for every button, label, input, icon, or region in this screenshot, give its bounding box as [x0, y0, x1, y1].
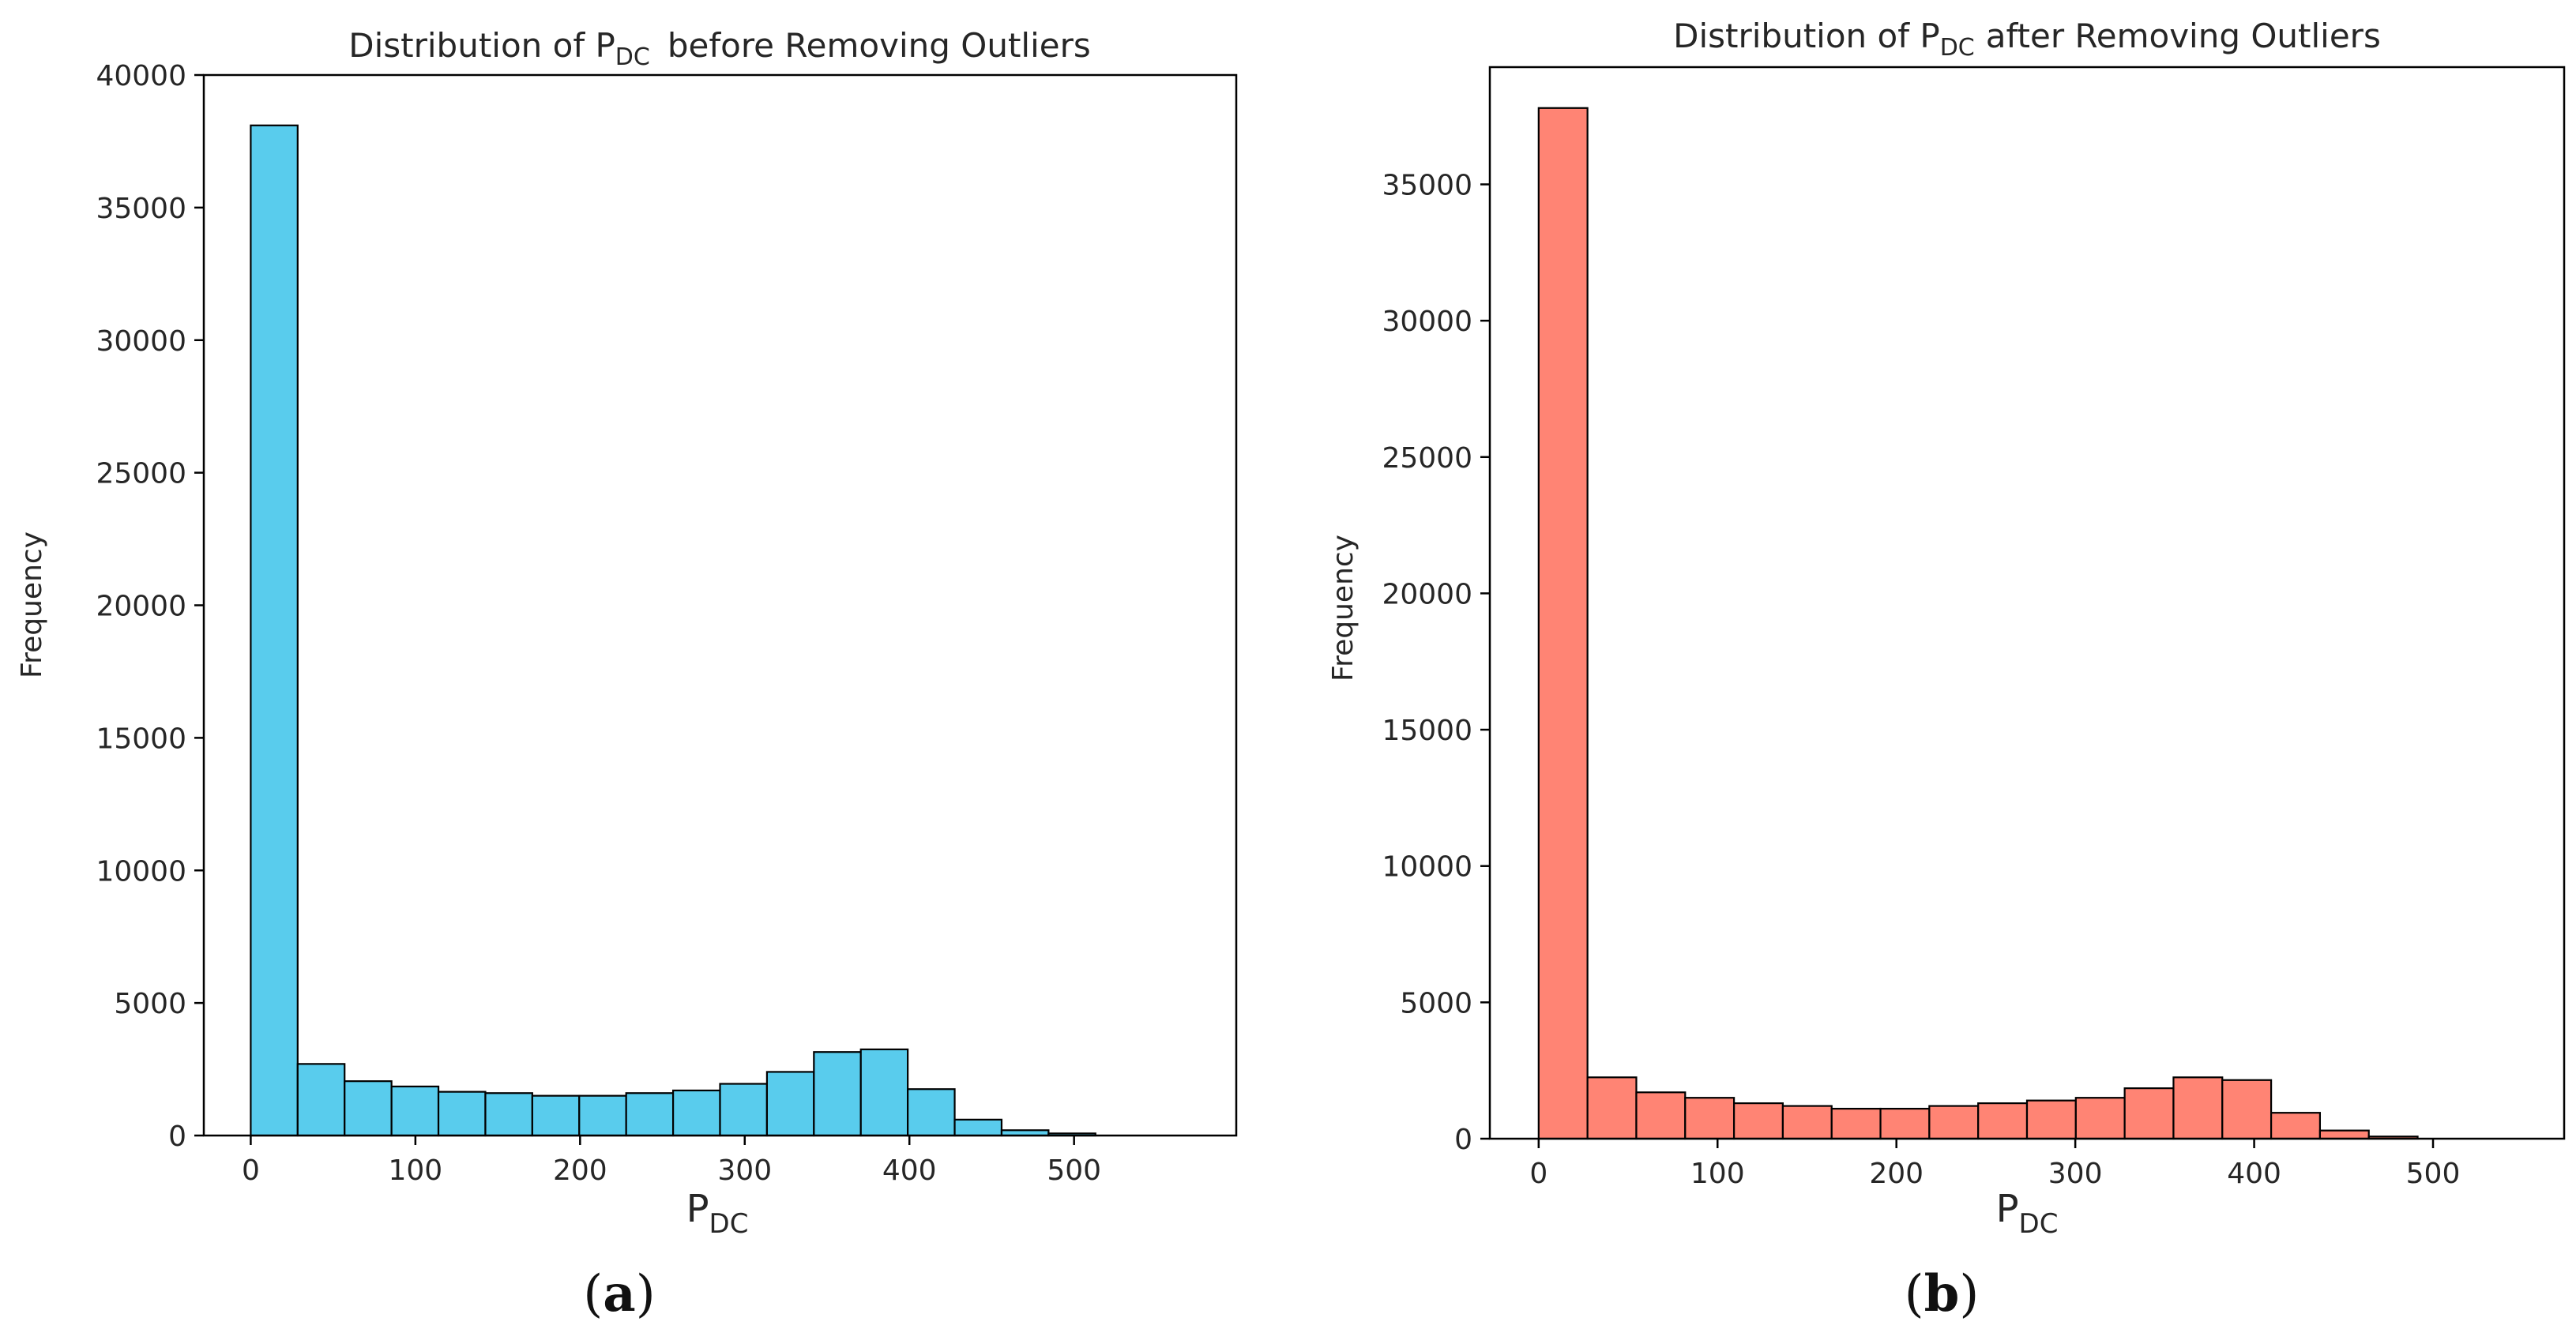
panel-b-caption-open: ( [1905, 1265, 1924, 1323]
panel-a-caption: (a) [583, 1264, 655, 1323]
panel-b-title: Distribution of PDC after Removing Outlie… [1673, 17, 2381, 62]
panel-b-ytick-label-5: 25000 [1382, 442, 1472, 475]
panel-b: 0 5000 10000 15000 20000 25000 30000 35000 0 100… [1327, 17, 2566, 1323]
panel-b-bar-1 [1586, 1076, 1638, 1140]
panel-a-xlabel-sub: DC [709, 1208, 749, 1240]
panel-a-bar-7 [578, 1094, 627, 1137]
panel-b-ytick-label-6: 30000 [1382, 306, 1472, 338]
panel-a-ytick-label-0: 0 [168, 1121, 186, 1153]
panel-b-xlabel-main: P [1996, 1187, 2019, 1231]
panel-a-title-prefix: Distribution of P [348, 26, 615, 65]
panel-b-ytick-label-4: 20000 [1382, 578, 1472, 610]
panel-a-xtick-label-5: 500 [1047, 1154, 1101, 1187]
panel-a-ytick-label-7: 35000 [96, 193, 186, 225]
panel-a-bar-12 [813, 1051, 862, 1137]
panel-a-bar-9 [671, 1089, 721, 1137]
panel-b-ytick-label-2: 10000 [1382, 851, 1472, 884]
panel-b-caption: (b) [1905, 1264, 1980, 1323]
panel-b-title-sub: DC [1940, 34, 1975, 62]
panel-b-ytick-label-1: 5000 [1400, 987, 1472, 1019]
panel-a-title: Distribution of PDC before Removing Outli… [348, 26, 1091, 71]
panel-b-plot-frame [1488, 66, 2566, 1140]
panel-b-bar-8 [1928, 1105, 1980, 1140]
panel-a-ytick-label-3: 15000 [96, 723, 186, 755]
panel-b-xtick-label-0: 0 [1529, 1158, 1547, 1190]
panel-a-x-ticks: 0 100 200 300 400 500 [242, 1136, 1101, 1187]
panel-a-title-sub: DC [615, 43, 650, 71]
panel-a-xtick-label-0: 0 [242, 1154, 260, 1187]
panel-b-title-prefix: Distribution of P [1673, 17, 1940, 55]
panel-a-caption-close: ) [636, 1265, 656, 1323]
panel-a-ytick-label-6: 30000 [96, 325, 186, 358]
panel-a-bar-8 [625, 1092, 675, 1137]
panel-b-bar-6 [1830, 1107, 1882, 1140]
panel-b-bar-9 [1977, 1102, 2029, 1140]
panel-b-y-ticks: 0 5000 10000 15000 20000 25000 30000 35000 [1382, 169, 1490, 1156]
panel-a-xlabel: PDC [686, 1187, 749, 1240]
panel-b-ylabel: Frequency [1327, 535, 1359, 681]
panel-a-bar-0 [250, 124, 299, 1137]
panel-b-xtick-label-5: 500 [2406, 1158, 2461, 1190]
panel-a-bar-5 [484, 1092, 533, 1137]
panel-a-y-ticks: 0 5000 10000 15000 20000 25000 30000 35000 40000 [96, 60, 204, 1153]
panel-b-bar-12 [2123, 1087, 2175, 1140]
panel-b-bar-10 [2025, 1099, 2077, 1140]
panel-b-bar-13 [2172, 1076, 2224, 1140]
panel-b-ytick-label-7: 35000 [1382, 169, 1472, 201]
panel-a-ytick-label-4: 20000 [96, 591, 186, 623]
panel-b-bar-4 [1732, 1102, 1784, 1140]
panel-b-xlabel: PDC [1996, 1187, 2059, 1240]
panel-a-ytick-label-1: 5000 [114, 988, 186, 1020]
panel-a-ytick-label-8: 40000 [96, 60, 186, 92]
panel-b-bar-14 [2221, 1079, 2273, 1140]
panel-b-bars [1537, 107, 2419, 1140]
panel-b-bar-7 [1879, 1107, 1931, 1140]
panel-a-ylabel: Frequency [16, 531, 48, 678]
panel-b-xtick-label-2: 200 [1869, 1158, 1924, 1190]
panel-a-bar-6 [531, 1094, 581, 1137]
panel-b-xtick-label-3: 300 [2048, 1158, 2103, 1190]
panel-b-bar-3 [1684, 1097, 1736, 1140]
panel-a-caption-open: ( [583, 1265, 603, 1323]
panel-b-bar-0 [1537, 107, 1589, 1140]
panel-b-caption-letter: b [1924, 1264, 1960, 1323]
panel-b-title-suffix: after Removing Outliers [1986, 17, 2381, 55]
panel-a-bar-1 [296, 1063, 346, 1137]
panel-a-ytick-label-2: 10000 [96, 855, 186, 888]
panel-b-bar-11 [2074, 1097, 2126, 1140]
panel-b-ytick-label-3: 15000 [1382, 715, 1472, 747]
panel-a-caption-letter: a [603, 1264, 635, 1323]
panel-a-bar-3 [390, 1085, 440, 1137]
panel-a-bar-15 [953, 1118, 1003, 1137]
panel-a-bar-4 [437, 1091, 487, 1137]
panel-a-ytick-label-5: 25000 [96, 458, 186, 490]
panel-b-ytick-label-0: 0 [1454, 1124, 1472, 1156]
panel-a-xlabel-main: P [686, 1187, 709, 1231]
panel-a-plot-frame [202, 73, 1238, 1137]
panel-b-xtick-label-1: 100 [1690, 1158, 1745, 1190]
panel-b-bar-16 [2318, 1129, 2370, 1140]
panel-b-x-ticks: 0 100 200 300 400 500 [1529, 1139, 2460, 1190]
panel-a-xtick-label-1: 100 [389, 1154, 443, 1187]
panel-a-xtick-label-3: 300 [717, 1154, 772, 1187]
panel-a: 0500010000150002000025000300003500040000… [16, 26, 1238, 1323]
panel-b-caption-close: ) [1959, 1265, 1979, 1323]
panel-a-bar-14 [907, 1088, 956, 1137]
panel-a-bar-10 [719, 1083, 769, 1137]
panel-a-bar-11 [765, 1071, 815, 1137]
panel-b-xtick-label-4: 400 [2227, 1158, 2281, 1190]
panel-b-xlabel-sub: DC [2019, 1208, 2059, 1240]
panel-a-xtick-label-2: 200 [553, 1154, 607, 1187]
panel-a-bar-13 [859, 1048, 909, 1137]
panel-b-bar-5 [1781, 1105, 1833, 1140]
panel-a-bars [250, 124, 1096, 1137]
panel-a-bar-2 [344, 1080, 393, 1137]
panel-b-bar-15 [2270, 1112, 2322, 1140]
panel-a-xtick-label-4: 400 [882, 1154, 937, 1187]
panel-a-title-suffix: before Removing Outliers [668, 26, 1091, 65]
panel-b-bar-2 [1635, 1091, 1687, 1140]
